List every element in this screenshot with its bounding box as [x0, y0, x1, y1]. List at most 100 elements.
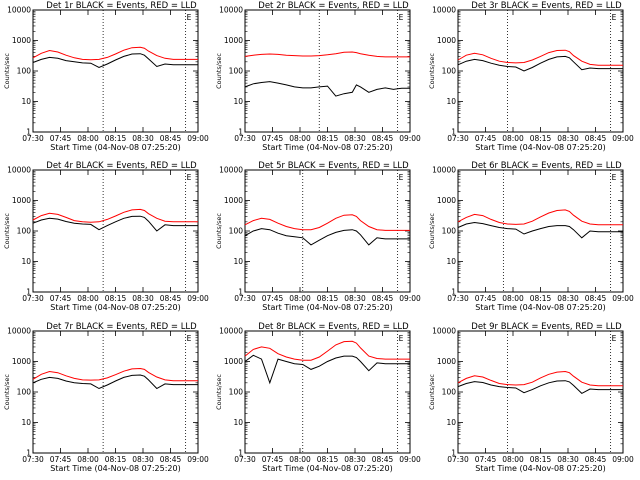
- y-tick-label: 1000: [12, 357, 31, 366]
- x-tick-label: 08:00: [502, 455, 524, 464]
- x-tick-label: 09:00: [612, 134, 634, 143]
- plot-frame: [244, 330, 411, 454]
- series-line-events: [457, 380, 623, 395]
- plot-frame: [244, 169, 411, 293]
- y-tick-label: 10: [446, 418, 456, 427]
- x-tick-label: 07:45: [50, 134, 72, 143]
- x-tick-label: 07:30: [447, 134, 469, 143]
- y-tick-label: 10: [21, 97, 31, 106]
- x-tick-label: 08:45: [160, 294, 182, 303]
- series-line-events: [32, 374, 198, 390]
- x-tick-label: 07:30: [234, 294, 256, 303]
- x-tick-label: 07:45: [475, 294, 497, 303]
- series-line-lld: [244, 51, 410, 58]
- x-tick-label: 08:15: [317, 455, 339, 464]
- x-axis-label: Start Time (04-Nov-08 07:25:20): [50, 143, 180, 152]
- time-marker-label: E: [612, 334, 617, 343]
- chart-title: Det 7r BLACK = Events, RED = LLD: [46, 322, 197, 332]
- x-tick-label: 08:15: [105, 294, 127, 303]
- x-tick-label: 08:45: [160, 455, 182, 464]
- chart-title: Det 1r BLACK = Events, RED = LLD: [46, 1, 197, 11]
- y-tick-label: 10: [233, 97, 243, 106]
- y-tick-label: 10: [233, 257, 243, 266]
- y-tick-label: 10000: [219, 327, 243, 336]
- x-axis-label: Start Time (04-Nov-08 07:25:20): [475, 143, 605, 152]
- series-line-events: [32, 53, 198, 69]
- x-tick-label: 07:30: [234, 455, 256, 464]
- plot-frame: [457, 330, 624, 454]
- x-tick-label: 08:45: [372, 134, 394, 143]
- time-marker-label: E: [187, 13, 192, 22]
- plot-frame: [457, 9, 624, 133]
- y-tick-label: 1000: [224, 357, 243, 366]
- x-tick-label: 08:00: [77, 455, 99, 464]
- x-tick-label: 07:45: [50, 455, 72, 464]
- x-tick-label: 08:30: [344, 134, 366, 143]
- y-tick-label: 1: [451, 288, 456, 297]
- series-line-events: [244, 81, 410, 97]
- x-tick-label: 08:15: [530, 294, 552, 303]
- x-tick-label: 08:00: [289, 455, 311, 464]
- y-tick-label: 10: [446, 97, 456, 106]
- y-axis-label: Counts/sec: [215, 213, 223, 249]
- x-tick-label: 08:15: [105, 455, 127, 464]
- x-tick-label: 07:45: [475, 134, 497, 143]
- chart-title: Det 4r BLACK = Events, RED = LLD: [46, 161, 197, 171]
- chart-title: Det 5r BLACK = Events, RED = LLD: [258, 161, 409, 171]
- plot-frame: [32, 9, 199, 133]
- y-tick-label: 1: [26, 288, 31, 297]
- y-axis-label: Counts/sec: [428, 213, 436, 249]
- y-tick-label: 100: [229, 227, 244, 236]
- time-marker-label: E: [399, 13, 404, 22]
- y-tick-label: 1000: [224, 36, 243, 45]
- y-axis-label: Counts/sec: [428, 53, 436, 89]
- y-tick-label: 1000: [224, 196, 243, 205]
- series-line-lld: [457, 370, 623, 387]
- y-tick-label: 1000: [12, 36, 31, 45]
- x-tick-label: 07:45: [262, 455, 284, 464]
- x-axis-label: Start Time (04-Nov-08 07:25:20): [262, 464, 392, 473]
- y-tick-label: 10000: [7, 327, 31, 336]
- y-tick-label: 10: [233, 418, 243, 427]
- x-axis-label: Start Time (04-Nov-08 07:25:20): [262, 303, 392, 312]
- x-tick-label: 08:15: [317, 134, 339, 143]
- x-tick-label: 08:30: [557, 134, 579, 143]
- x-tick-label: 08:00: [502, 134, 524, 143]
- time-marker-label: E: [399, 173, 404, 182]
- series-line-lld: [244, 214, 410, 231]
- x-tick-label: 09:00: [612, 455, 634, 464]
- x-tick-label: 08:30: [132, 134, 154, 143]
- plot-frame: [244, 9, 411, 133]
- x-axis-label: Start Time (04-Nov-08 07:25:20): [50, 464, 180, 473]
- y-tick-label: 1000: [437, 196, 456, 205]
- x-tick-label: 07:30: [447, 294, 469, 303]
- x-tick-label: 08:30: [344, 294, 366, 303]
- y-axis-label: Counts/sec: [3, 53, 11, 89]
- chart-title: Det 3r BLACK = Events, RED = LLD: [471, 1, 622, 11]
- plot-frame: [32, 330, 199, 454]
- y-tick-label: 1: [26, 128, 31, 137]
- y-tick-label: 1: [26, 449, 31, 458]
- time-marker-label: E: [187, 173, 192, 182]
- x-tick-label: 09:00: [612, 294, 634, 303]
- x-tick-label: 08:00: [77, 134, 99, 143]
- series-line-lld: [32, 208, 198, 223]
- series-line-events: [244, 354, 410, 385]
- y-axis-label: Counts/sec: [215, 53, 223, 89]
- chart-panel-p4: Det 4r BLACK = Events, RED = LLD 1 10 100 10…: [3, 161, 209, 312]
- y-tick-label: 100: [229, 388, 244, 397]
- x-axis-label: Start Time (04-Nov-08 07:25:20): [50, 303, 180, 312]
- y-tick-label: 1: [238, 288, 243, 297]
- x-tick-label: 08:15: [530, 455, 552, 464]
- series-line-events: [244, 228, 410, 246]
- x-tick-label: 08:45: [585, 134, 607, 143]
- x-tick-label: 08:15: [530, 134, 552, 143]
- y-tick-label: 1000: [12, 196, 31, 205]
- chart-panel-p2: Det 2r BLACK = Events, RED = LLD 1 10 100 10…: [215, 1, 421, 152]
- x-tick-label: 08:00: [502, 294, 524, 303]
- x-tick-label: 07:30: [447, 455, 469, 464]
- time-marker-label: E: [399, 334, 404, 343]
- y-tick-label: 1: [238, 128, 243, 137]
- series-line-events: [457, 55, 623, 72]
